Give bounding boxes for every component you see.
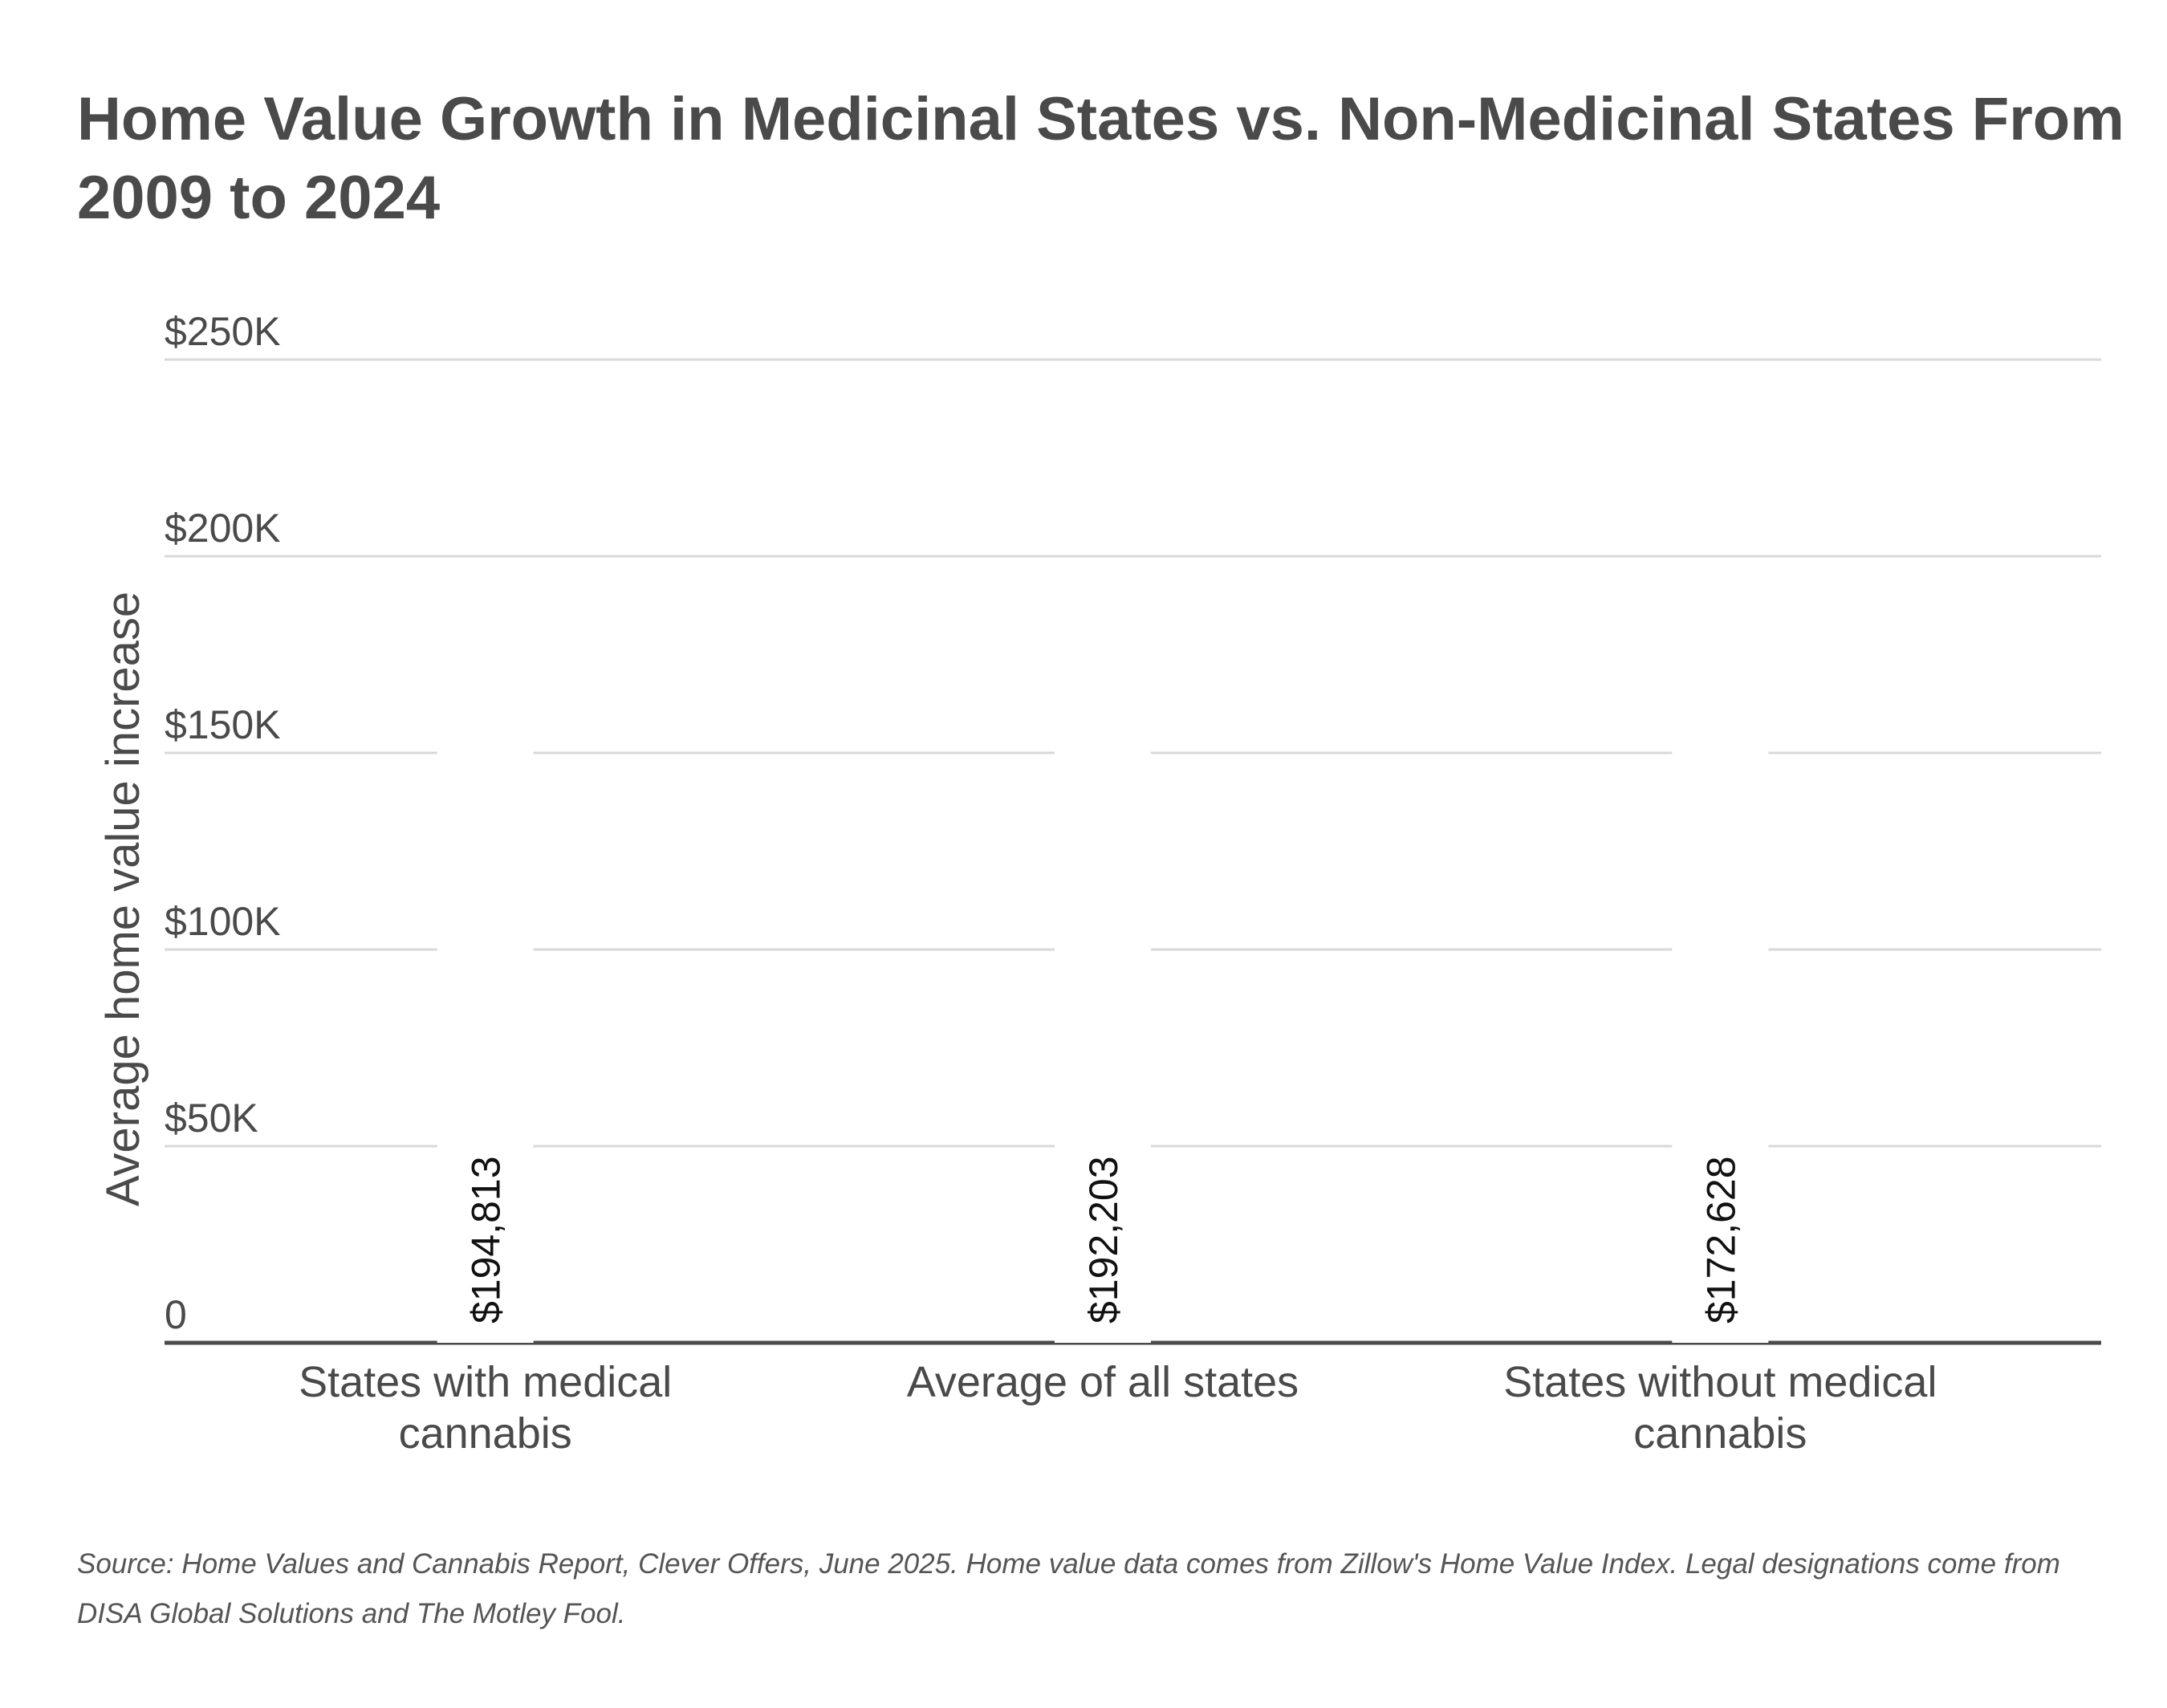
- data-label: $172,628: [1698, 1156, 1743, 1324]
- x-category-label: Average of all states: [907, 1358, 1299, 1406]
- x-category-label-line: Average of all states: [907, 1358, 1299, 1406]
- y-tick-label: $200K: [165, 506, 281, 551]
- x-category-label-line: States with medical: [299, 1358, 672, 1406]
- bar: [437, 576, 534, 1343]
- y-tick-label: $100K: [165, 899, 281, 944]
- x-category-label-line: cannabis: [399, 1409, 572, 1458]
- x-category-label-line: States without medical: [1503, 1358, 1937, 1406]
- bars: [437, 576, 1769, 1343]
- chart-title: Home Value Growth in Medicinal States vs…: [77, 85, 2124, 232]
- source-note: Source: Home Values and Cannabis Report,…: [77, 1548, 2060, 1629]
- data-labels: $194,813 $192,203 $172,628: [464, 1156, 1744, 1324]
- y-axis-ticks: 0 $50K $100K $150K $200K $250K: [165, 309, 281, 1337]
- y-axis-title: Average home value increase: [97, 592, 149, 1206]
- y-tick-label: $50K: [165, 1096, 258, 1141]
- x-category-label: States without medical cannabis: [1503, 1358, 1937, 1458]
- y-tick-label: $150K: [165, 702, 281, 747]
- data-label: $192,203: [1081, 1156, 1126, 1324]
- y-tick-label: 0: [165, 1292, 187, 1337]
- data-label: $194,813: [464, 1156, 509, 1324]
- bar: [1055, 587, 1151, 1343]
- bar: [1672, 664, 1769, 1343]
- x-category-label: States with medical cannabis: [299, 1358, 672, 1458]
- y-tick-label: $250K: [165, 309, 281, 354]
- bar-chart: 0 $50K $100K $150K $200K $250K $194,813 $192,2…: [97, 309, 2101, 1458]
- x-category-label-line: cannabis: [1633, 1409, 1807, 1458]
